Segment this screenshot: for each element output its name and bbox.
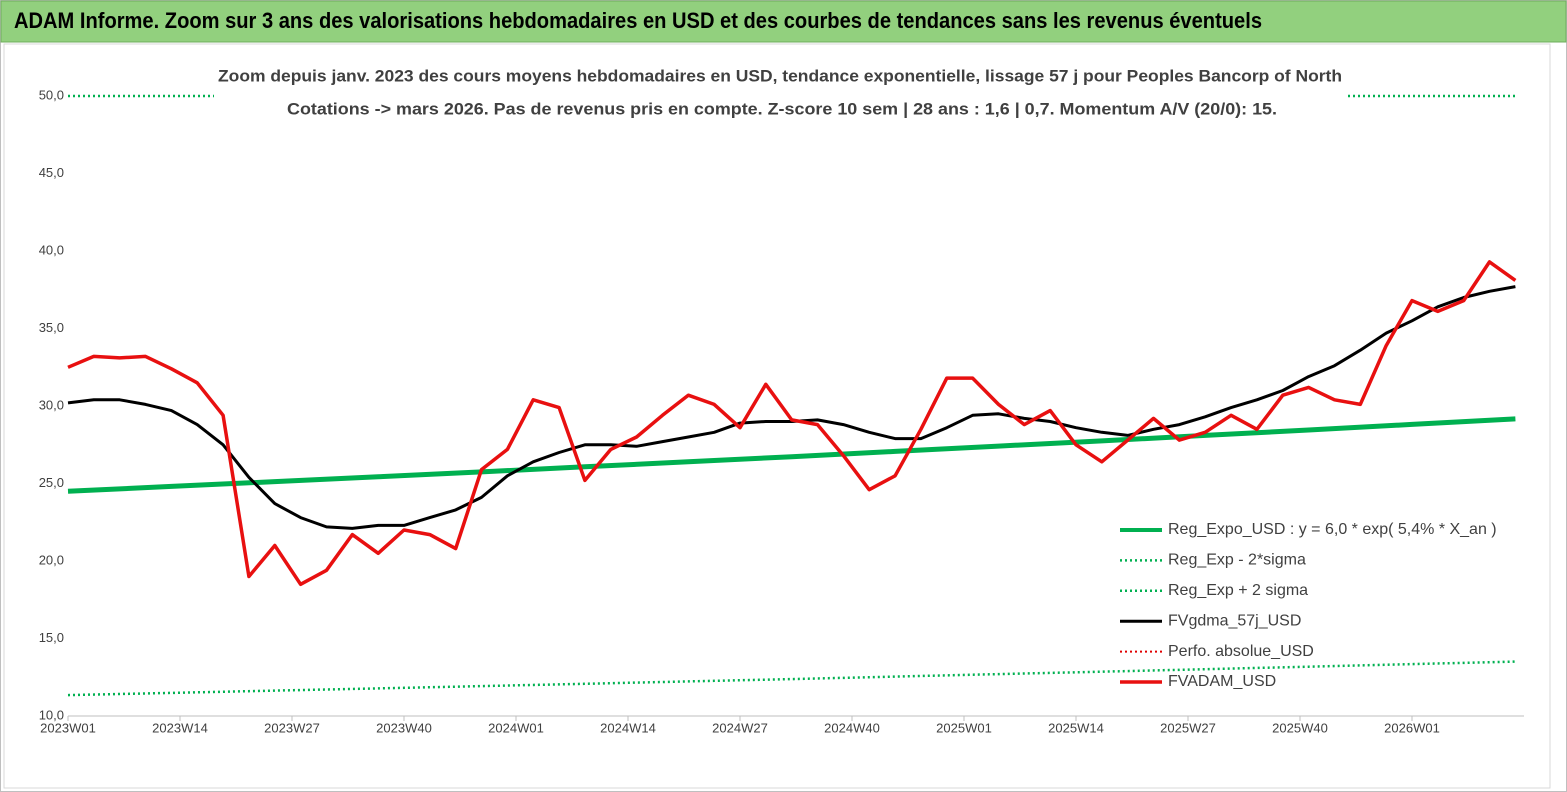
- x-tick-label: 2024W40: [824, 720, 880, 735]
- y-tick-label: 20,0: [39, 552, 64, 567]
- chart-title: ADAM Informe. Zoom sur 3 ans des valoris…: [14, 8, 1262, 33]
- legend-label: FVADAM_USD: [1168, 673, 1276, 690]
- series-line: [67, 660, 1516, 697]
- y-tick-label: 35,0: [39, 320, 64, 335]
- x-tick-label: 2023W01: [40, 720, 96, 735]
- x-tick-label: 2025W40: [1272, 720, 1328, 735]
- subtitle: Zoom depuis janv. 2023 des cours moyens …: [218, 66, 1342, 85]
- x-tick-label: 2023W27: [264, 720, 320, 735]
- x-tick-label: 2023W14: [152, 720, 208, 735]
- subtitle-box: [214, 60, 1348, 128]
- legend-label: Perfo. absolue_USD: [1168, 643, 1314, 660]
- plot: 10,0 15,0 20,0 25,0 30,0 35,0 40,0 45,0 50,0 2023…: [39, 87, 1524, 735]
- legend-label: Reg_Exp - 2*sigma: [1168, 552, 1306, 569]
- x-tick-label: 2024W27: [712, 720, 768, 735]
- x-tick-label: 2026W01: [1384, 720, 1440, 735]
- y-tick-label: 50,0: [39, 87, 64, 102]
- legend-label: Reg_Expo_USD : y = 6,0 * exp( 5,4% * X_a…: [1168, 521, 1497, 538]
- x-tick-label: 2025W14: [1048, 720, 1104, 735]
- subtitle: Cotations -> mars 2026. Pas de revenus p…: [287, 99, 1277, 118]
- y-tick-label: 40,0: [39, 242, 64, 257]
- legend: Reg_Expo_USD : y = 6,0 * exp( 5,4% * X_a…: [1120, 521, 1497, 690]
- y-tick-label: 45,0: [39, 165, 64, 180]
- legend-label: Reg_Exp + 2 sigma: [1168, 582, 1308, 599]
- y-tick-label: 25,0: [39, 475, 64, 490]
- x-tick-label: 2024W01: [488, 720, 544, 735]
- series-line: [67, 416, 1516, 494]
- plot-frame: [3, 43, 1551, 789]
- y-tick-label: 10,0: [39, 707, 64, 722]
- banner: [0, 0, 1567, 43]
- x-tick-label: 2024W14: [600, 720, 656, 735]
- x-tick-label: 2023W40: [376, 720, 432, 735]
- legend-label: FVgdma_57j_USD: [1168, 612, 1301, 629]
- x-tick-label: 2025W27: [1160, 720, 1216, 735]
- y-tick-label: 30,0: [39, 397, 64, 412]
- y-tick-label: 15,0: [39, 630, 64, 645]
- series-line: [67, 260, 1517, 587]
- x-tick-label: 2025W01: [936, 720, 992, 735]
